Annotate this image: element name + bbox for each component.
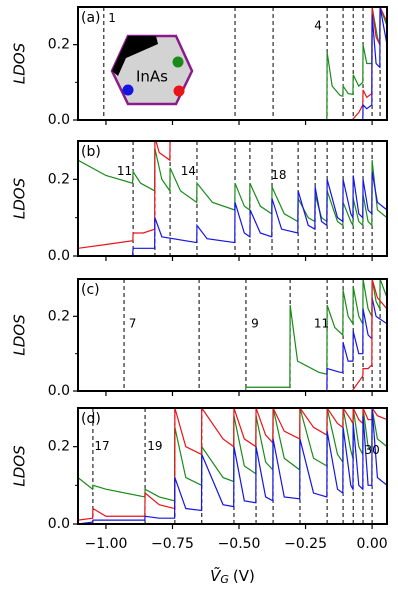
annotation: 19 xyxy=(147,439,162,453)
series-line xyxy=(78,408,387,502)
x-tick-label: 0.00 xyxy=(357,536,388,552)
series-line xyxy=(78,408,387,524)
axes-frame xyxy=(77,278,388,392)
series-line xyxy=(78,171,387,256)
panel: 11 14 18 (b) 0.0 0.2 LDOS xyxy=(11,140,388,264)
x-tick-label: −1.00 xyxy=(84,536,127,552)
annotation: 18 xyxy=(271,168,286,182)
axes-frame xyxy=(77,6,388,121)
annotation: 30 xyxy=(364,443,379,457)
y-tick-label: 0.2 xyxy=(48,308,70,324)
annotation: 7 xyxy=(129,316,137,330)
panel: 7 9 11 (c) 0.0 0.2 LDOS xyxy=(11,278,388,399)
series-line xyxy=(78,148,387,228)
series-line xyxy=(78,279,387,391)
x-tick-label: −0.75 xyxy=(151,536,194,552)
annotation: 4 xyxy=(314,18,322,32)
x-label-subscript: G xyxy=(220,573,229,586)
plot-area xyxy=(78,7,387,120)
series-line xyxy=(78,279,387,391)
y-tick-label: 0.2 xyxy=(48,439,70,455)
site-dot xyxy=(122,84,134,96)
y-tick-label: 0.0 xyxy=(48,383,70,399)
plot-area xyxy=(78,279,387,391)
y-axis-label: LDOS xyxy=(11,314,29,356)
site-dot xyxy=(173,85,185,97)
y-tick-label: 0.2 xyxy=(48,171,70,187)
axes-frame xyxy=(77,407,388,525)
inset: InAs xyxy=(110,34,194,106)
panel-label: (a) xyxy=(81,10,101,26)
y-tick-label: 0.0 xyxy=(48,248,70,264)
series-line xyxy=(78,7,387,120)
series-line xyxy=(78,141,171,249)
annotation: 1 xyxy=(108,11,116,25)
x-axis-label: ṼG (V) xyxy=(210,566,255,587)
y-tick-label: 0.0 xyxy=(48,516,70,532)
panel-label: (d) xyxy=(81,411,101,427)
y-tick-label: 0.2 xyxy=(48,37,70,53)
x-label-unit: (V) xyxy=(233,567,255,585)
plot-area xyxy=(78,141,387,256)
inset-label: InAs xyxy=(136,68,168,86)
annotation: 17 xyxy=(94,439,109,453)
y-axis-label: LDOS xyxy=(11,42,29,84)
x-tick-label: −0.50 xyxy=(218,536,261,552)
annotation: 9 xyxy=(251,316,259,330)
annotation: 11 xyxy=(314,316,329,330)
y-axis-label: LDOS xyxy=(11,445,29,487)
series-line xyxy=(78,408,387,521)
hexagon-edge xyxy=(112,36,158,76)
panel-label: (c) xyxy=(81,282,100,298)
plot-area xyxy=(78,408,387,524)
annotation: 11 xyxy=(117,164,132,178)
series-line xyxy=(78,7,387,120)
y-tick-label: 0.0 xyxy=(48,112,70,128)
y-axis-label: LDOS xyxy=(11,177,29,219)
x-tick-label: −0.25 xyxy=(284,536,327,552)
axes-frame xyxy=(77,140,388,257)
x-label-symbol: Ṽ xyxy=(210,566,222,585)
annotation: 14 xyxy=(181,164,196,178)
panel: 17 19 30 (d) 0.0 0.2 LDOS −1.00 −0.75 −0.50 −0.25 0… xyxy=(11,407,388,587)
panel-label: (b) xyxy=(81,144,101,160)
site-dot xyxy=(172,56,184,68)
panel: 1 4 (a) 0.0 0.2 LDOS xyxy=(11,6,388,128)
